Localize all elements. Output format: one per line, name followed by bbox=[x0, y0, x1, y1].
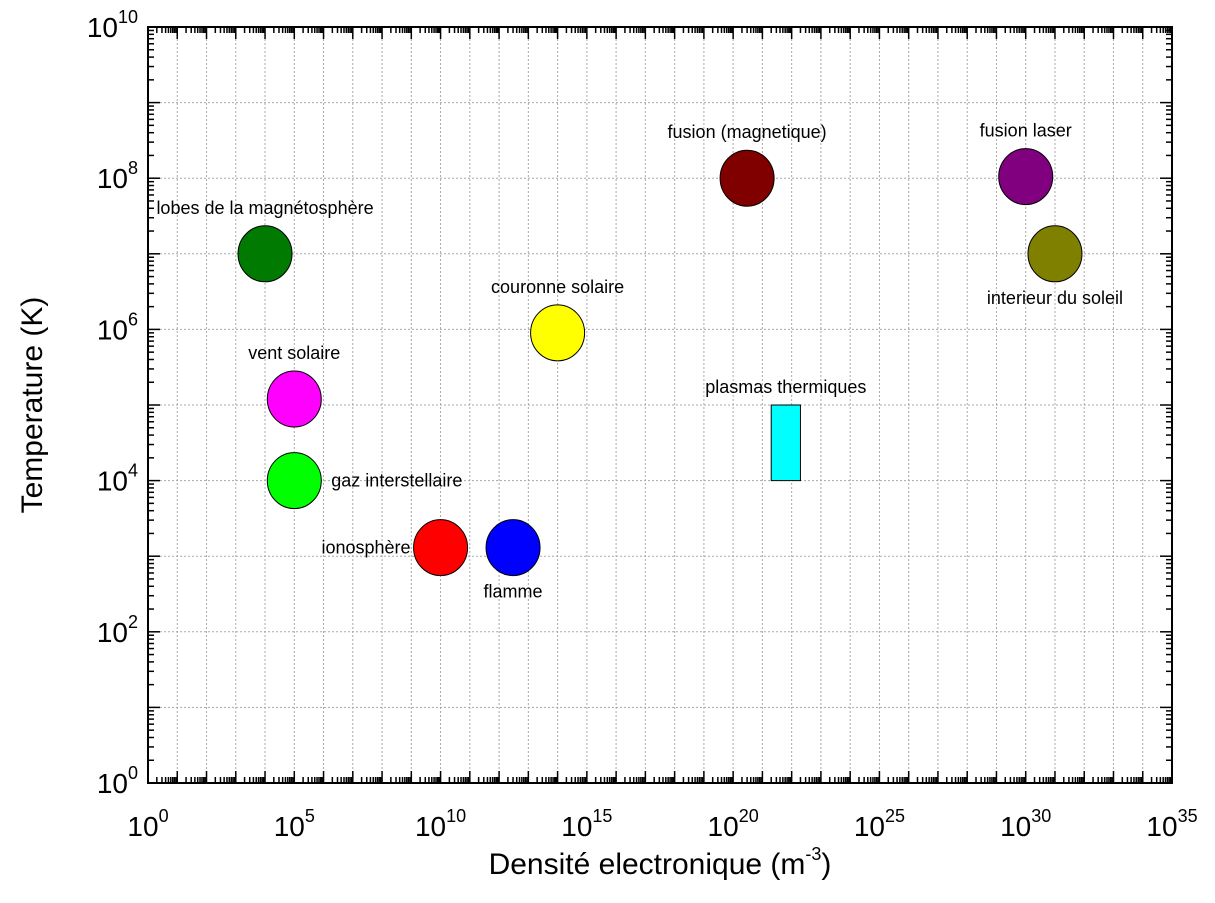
mark-vent-solaire bbox=[266, 370, 322, 428]
x-tick-label: 105 bbox=[274, 806, 315, 842]
x-tick-label: 1030 bbox=[1000, 806, 1051, 842]
x-tick-label-base: 10 bbox=[1000, 811, 1031, 842]
x-tick-label-exp: 20 bbox=[739, 806, 759, 826]
x-tick-label-exp: 0 bbox=[159, 806, 169, 826]
y-tick-label: 100 bbox=[97, 763, 138, 799]
x-tick-label-base: 10 bbox=[708, 811, 739, 842]
y-tick-label: 108 bbox=[97, 158, 138, 194]
y-tick-label-exp: 0 bbox=[128, 763, 138, 783]
y-tick-label: 104 bbox=[97, 461, 138, 497]
label-couronne-solaire: couronne solaire bbox=[491, 277, 624, 297]
mark-plasmas-thermiques bbox=[770, 404, 801, 482]
y-tick-label-base: 10 bbox=[97, 768, 128, 799]
x-axis-label-base: Densité electronique (m bbox=[489, 848, 806, 881]
x-tick-label: 1015 bbox=[561, 806, 612, 842]
x-tick-label: 100 bbox=[127, 806, 168, 842]
label-plasmas-thermiques: plasmas thermiques bbox=[705, 377, 866, 397]
label-vent-solaire: vent solaire bbox=[248, 343, 340, 363]
plot-frame bbox=[147, 26, 1173, 784]
x-tick-label: 1035 bbox=[1146, 806, 1197, 842]
y-tick-label-base: 10 bbox=[97, 314, 128, 345]
x-tick-label-exp: 5 bbox=[305, 806, 315, 826]
y-tick-label-base: 10 bbox=[97, 163, 128, 194]
x-tick-label-base: 10 bbox=[274, 811, 305, 842]
y-tick-label: 102 bbox=[97, 612, 138, 648]
x-tick-label: 1020 bbox=[708, 806, 759, 842]
mark-interieur-du-soleil bbox=[1027, 225, 1083, 283]
y-tick-label-base: 10 bbox=[97, 466, 128, 497]
x-tick-label: 1025 bbox=[854, 806, 905, 842]
y-axis-label: Temperature (K) bbox=[16, 297, 49, 514]
y-tick-label-base: 10 bbox=[97, 617, 128, 648]
x-tick-labels: 100 105 1010 1015 1020 1025 1030 1035 bbox=[127, 806, 1197, 842]
mark-fusion-laser bbox=[998, 148, 1054, 206]
x-tick-label-base: 10 bbox=[854, 811, 885, 842]
label-gaz-interstellaire: gaz interstellaire bbox=[331, 471, 462, 491]
mark-fusion-magnetique bbox=[719, 149, 775, 207]
mark-couronne-solaire bbox=[530, 304, 586, 362]
x-axis-label-tail: ) bbox=[821, 848, 831, 881]
x-tick-label-exp: 10 bbox=[446, 806, 466, 826]
label-fusion-laser: fusion laser bbox=[980, 121, 1072, 141]
mark-flamme bbox=[485, 519, 541, 577]
mark-ionosphere bbox=[413, 519, 469, 577]
y-tick-label-exp: 2 bbox=[128, 612, 138, 632]
label-interieur-du-soleil: interieur du soleil bbox=[987, 288, 1123, 308]
y-tick-label-exp: 10 bbox=[118, 7, 138, 27]
x-tick-label-exp: 25 bbox=[885, 806, 905, 826]
x-axis-label-exp: -3 bbox=[805, 844, 821, 864]
grid bbox=[148, 27, 1172, 783]
y-tick-label-exp: 8 bbox=[128, 158, 138, 178]
y-tick-label-base: 10 bbox=[87, 12, 118, 43]
x-tick-label-exp: 30 bbox=[1031, 806, 1051, 826]
label-lobes-de-la-magnetosphere: lobes de la magnétosphère bbox=[156, 198, 373, 218]
y-tick-label: 106 bbox=[97, 309, 138, 345]
x-tick-label-exp: 15 bbox=[592, 806, 612, 826]
x-tick-label-base: 10 bbox=[127, 811, 158, 842]
x-tick-label-base: 10 bbox=[1146, 811, 1177, 842]
data-marks: lobes de la magnétosphère vent solaire gaz… bbox=[156, 121, 1123, 602]
x-tick-label-base: 10 bbox=[415, 811, 446, 842]
x-tick-label-base: 10 bbox=[561, 811, 592, 842]
x-tick-label-exp: 35 bbox=[1178, 806, 1198, 826]
label-fusion-magnetique: fusion (magnetique) bbox=[668, 122, 827, 142]
y-tick-label-exp: 6 bbox=[128, 309, 138, 329]
x-tick-label: 1010 bbox=[415, 806, 466, 842]
label-ionosphere: ionosphère bbox=[321, 538, 410, 558]
y-tick-label: 1010 bbox=[87, 7, 138, 43]
y-tick-label-exp: 4 bbox=[128, 461, 138, 481]
mark-lobes-de-la-magnetosphere bbox=[237, 225, 293, 283]
x-axis-label: Densité electronique (m-3) bbox=[489, 844, 832, 881]
label-flamme: flamme bbox=[484, 582, 543, 602]
mark-gaz-interstellaire bbox=[266, 452, 322, 510]
